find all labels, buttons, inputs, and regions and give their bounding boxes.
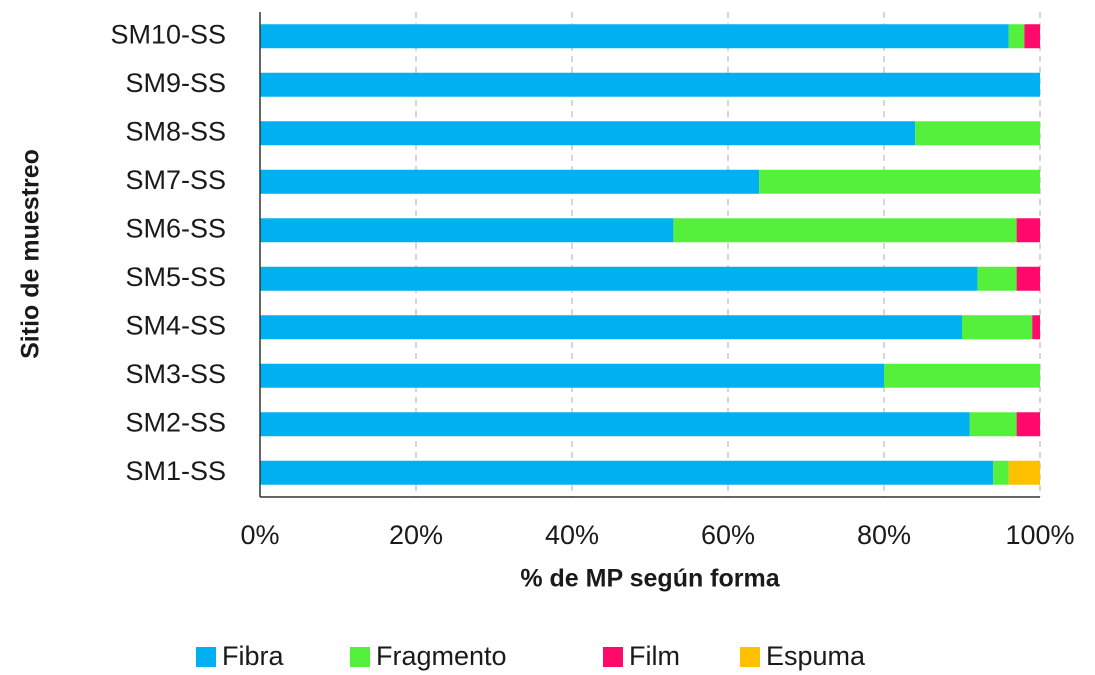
x-axis-title: % de MP según forma <box>520 565 780 593</box>
bar-segment <box>759 169 1040 194</box>
bar-segment <box>977 266 1017 291</box>
y-tick-label: SM1-SS <box>125 456 226 486</box>
bar-segment <box>1032 315 1040 340</box>
bar-segment <box>884 363 1040 388</box>
bar-segment <box>260 218 674 243</box>
bar-segment <box>1016 218 1040 243</box>
bar-segment <box>1008 24 1025 49</box>
y-tick-label: SM10-SS <box>110 19 226 49</box>
y-tick-label: SM7-SS <box>125 165 226 195</box>
legend-swatch <box>196 647 216 667</box>
y-tick-label: SM8-SS <box>125 116 226 146</box>
y-axis-title: Sitio de muestreo <box>17 149 45 359</box>
x-tick-label: 100% <box>1005 520 1074 550</box>
legend-label: Espuma <box>766 641 866 671</box>
bar-segment <box>962 315 1033 340</box>
bar-segment <box>260 169 760 194</box>
bar-segment <box>260 266 978 291</box>
bar-segment <box>260 121 916 146</box>
y-tick-label: SM5-SS <box>125 262 226 292</box>
bar-segment <box>260 315 962 340</box>
x-tick-label: 60% <box>701 520 755 550</box>
x-tick-label: 20% <box>389 520 443 550</box>
bar-segment <box>1008 460 1040 485</box>
legend-label: Fragmento <box>376 641 507 671</box>
bar-segment <box>673 218 1017 243</box>
x-tick-label: 40% <box>545 520 599 550</box>
bar-segment <box>260 412 970 437</box>
bar-segment <box>260 460 994 485</box>
y-tick-label: SM3-SS <box>125 359 226 389</box>
y-tick-label: SM9-SS <box>125 68 226 98</box>
bar-segment <box>915 121 1040 146</box>
legend-swatch <box>350 647 370 667</box>
x-tick-label: 80% <box>857 520 911 550</box>
bar-segment <box>260 72 1040 97</box>
y-tick-label: SM4-SS <box>125 310 226 340</box>
bar-segment <box>260 24 1009 49</box>
x-tick-label: 0% <box>240 520 279 550</box>
bar-segment <box>260 363 884 388</box>
bar-segment <box>993 460 1009 485</box>
bar-segment <box>1016 266 1040 291</box>
legend-label: Film <box>629 641 680 671</box>
bar-segment <box>1016 412 1040 437</box>
bar-segment <box>1024 24 1040 49</box>
legend-swatch <box>603 647 623 667</box>
legend-swatch <box>740 647 760 667</box>
y-tick-label: SM6-SS <box>125 213 226 243</box>
y-tick-label: SM2-SS <box>125 407 226 437</box>
bar-segment <box>969 412 1017 437</box>
legend-label: Fibra <box>222 641 284 671</box>
